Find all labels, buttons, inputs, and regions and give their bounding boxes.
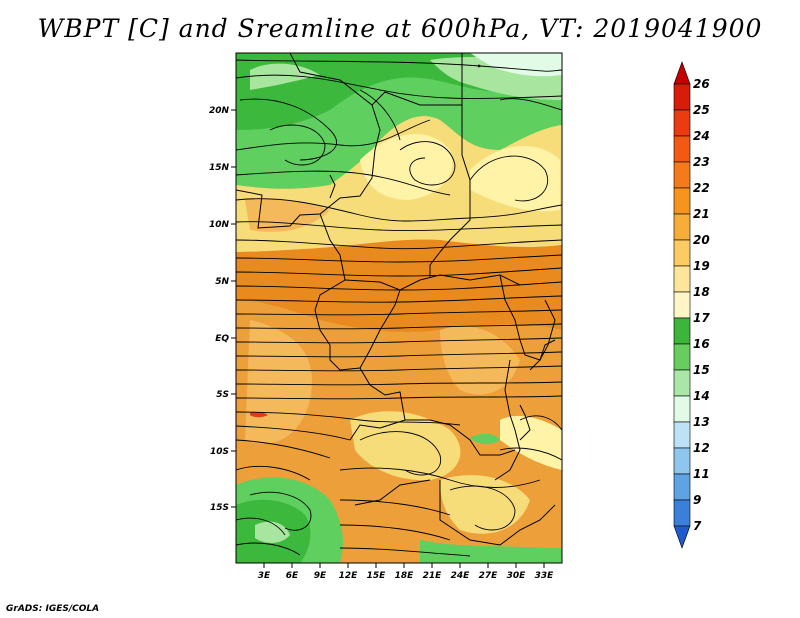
wbpt-shading <box>236 53 562 563</box>
colorbar-segment <box>673 109 691 137</box>
colorbar-label: 19 <box>693 259 710 273</box>
colorbar-segment <box>673 421 691 449</box>
lon-label: 6E <box>286 571 299 581</box>
lon-ticks <box>263 563 545 568</box>
colorbar-bottom-arrow <box>673 525 691 549</box>
colorbar-label: 11 <box>693 467 710 481</box>
colorbar-segment <box>673 343 691 371</box>
colorbar-top-arrow <box>673 61 691 85</box>
lon-label: 21E <box>423 571 443 581</box>
colorbar-segment <box>673 265 691 293</box>
colorbar-segment <box>673 317 691 345</box>
colorbar-label: 12 <box>693 441 710 455</box>
lon-label: 27E <box>479 571 499 581</box>
colorbar-segment <box>673 369 691 397</box>
lat-labels: 20N 15N 10N 5N EQ 5S 10S 15S <box>209 106 230 513</box>
lat-ticks <box>231 109 236 508</box>
colorbar-segment <box>673 291 691 319</box>
colorbar-label: 13 <box>693 415 710 429</box>
lon-label: 30E <box>507 571 527 581</box>
colorbar-segment <box>673 161 691 189</box>
lat-label: 15N <box>209 163 230 173</box>
lat-label: 5N <box>215 277 229 287</box>
lon-label: 9E <box>314 571 327 581</box>
colorbar-label: 15 <box>693 363 710 377</box>
lat-label: 10N <box>209 220 230 230</box>
colorbar-label: 7 <box>693 519 702 533</box>
lat-label: 10S <box>210 447 229 457</box>
shade-north-light <box>250 63 320 90</box>
lon-label: 3E <box>258 571 271 581</box>
colorbar-labels: 26 25 24 23 22 21 20 19 18 17 16 15 14 13 12 11 9 7 <box>693 77 710 533</box>
lon-label: 24E <box>451 571 471 581</box>
shade-se-light <box>500 415 562 470</box>
colorbar-label: 24 <box>693 129 710 143</box>
colorbar-label: 17 <box>693 311 710 325</box>
lat-label: EQ <box>215 334 229 344</box>
colorbar-segment <box>673 135 691 163</box>
lon-label: 12E <box>339 571 359 581</box>
colorbar-segment <box>673 499 691 527</box>
colorbar <box>673 61 691 549</box>
lon-label: 33E <box>535 571 555 581</box>
shade-red-spot <box>250 411 268 418</box>
colorbar-label: 14 <box>693 389 710 403</box>
colorbar-label: 18 <box>693 285 710 299</box>
lat-label: 15S <box>210 503 229 513</box>
shade-sw-green-light <box>255 521 290 543</box>
colorbar-segment <box>673 395 691 423</box>
shade-south-yellow-2 <box>440 475 530 534</box>
map-frame <box>235 52 563 564</box>
streamlines <box>236 59 562 557</box>
shade-orange-light-west <box>245 198 330 232</box>
colorbar-segment <box>673 213 691 241</box>
lon-label: 18E <box>395 571 415 581</box>
shade-yellow-light-1 <box>360 133 453 200</box>
credit-label: GrADS: IGES/COLA <box>6 604 100 614</box>
shade-lake-green <box>470 433 500 445</box>
colorbar-segment <box>673 239 691 267</box>
lon-label: 15E <box>367 571 387 581</box>
colorbar-label: 16 <box>693 337 710 351</box>
lon-labels: 3E 6E 9E 12E 15E 18E 21E 24E 27E 30E 33E <box>258 571 554 581</box>
colorbar-label: 25 <box>693 103 710 117</box>
colorbar-segment <box>673 83 691 111</box>
colorbar-label: 23 <box>693 155 710 169</box>
shade-south-green <box>420 540 562 563</box>
colorbar-label: 20 <box>693 233 710 247</box>
country-boundaries <box>236 53 556 546</box>
colorbar-segment <box>673 473 691 501</box>
shade-orange-light-ce <box>440 326 520 395</box>
colorbar-label: 9 <box>693 493 701 507</box>
shade-central-orange <box>236 239 562 332</box>
colorbar-segment <box>673 187 691 215</box>
lat-label: 5S <box>216 390 229 400</box>
colorbar-label: 22 <box>693 181 710 195</box>
shade-south-yellow <box>350 411 461 481</box>
colorbar-segment <box>673 447 691 475</box>
colorbar-label: 21 <box>693 207 710 221</box>
colorbar-label: 26 <box>693 77 710 91</box>
chart-title: WBPT [C] and Sreamline at 600hPa, VT: 20… <box>37 14 763 43</box>
lat-label: 20N <box>209 106 230 116</box>
